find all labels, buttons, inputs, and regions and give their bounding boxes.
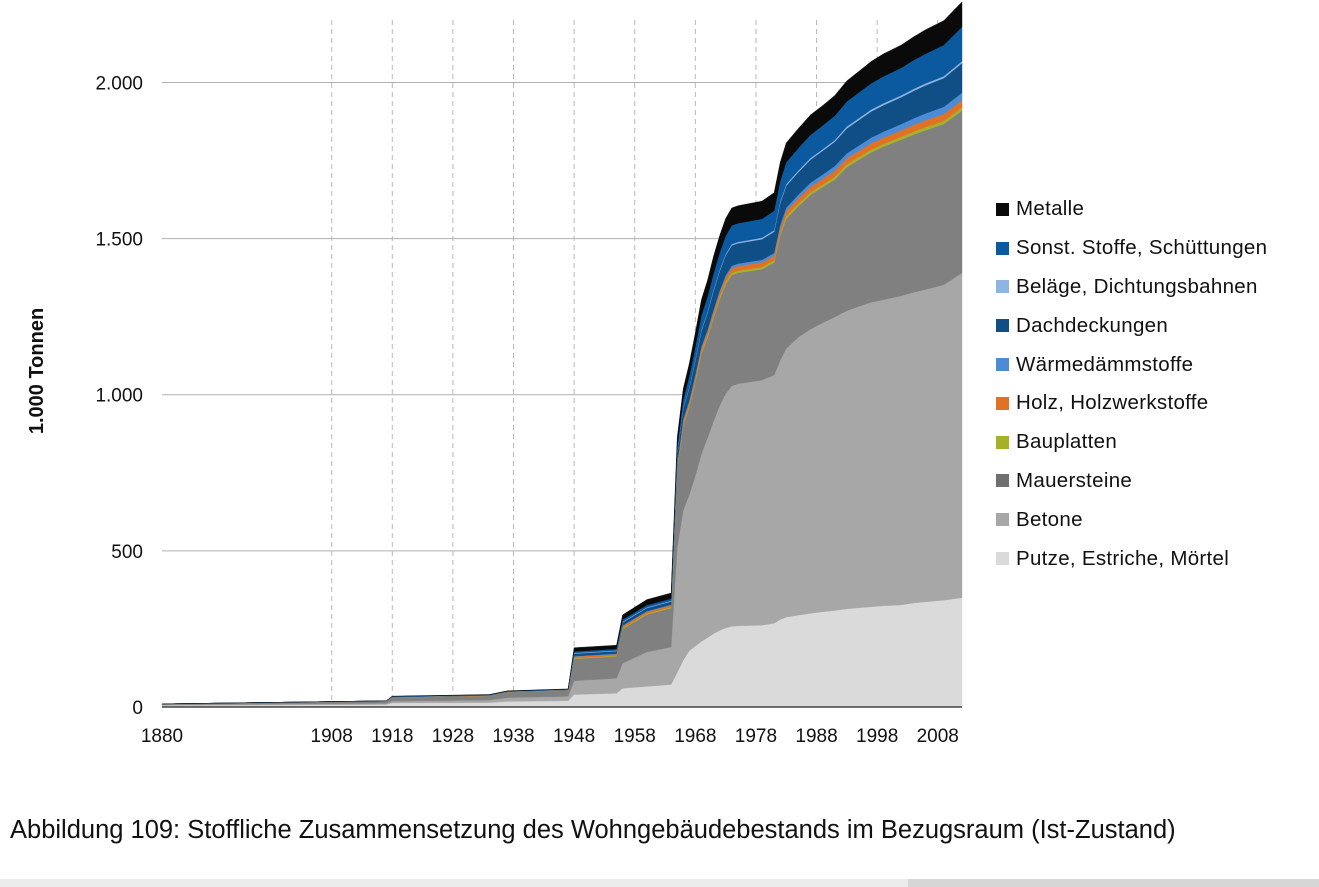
x-tick-label: 1880: [141, 726, 183, 747]
legend-item: Metalle: [996, 190, 1267, 229]
legend-label: Betone: [1016, 507, 1083, 531]
x-tick-label: 1918: [371, 726, 413, 747]
legend-swatch: [996, 241, 1009, 255]
x-tick-label: 1938: [492, 726, 534, 747]
legend: Metalle Sonst. Stoffe, Schüttungen Beläge,…: [996, 190, 1267, 578]
legend-label: Dachdeckungen: [1016, 313, 1169, 337]
y-tick-label: 2.000: [95, 73, 143, 94]
x-tick-label: 2008: [917, 726, 959, 747]
x-tick-labels: 1880 1908 1918 1928 1938 1948 1958 1968 1978 1988…: [141, 726, 959, 747]
legend-item: Dachdeckungen: [996, 306, 1267, 345]
legend-swatch: [996, 513, 1009, 527]
legend-label: Putze, Estriche, Mörtel: [1016, 546, 1230, 570]
y-tick-labels: 0 500 1.000 1.500 2.000: [95, 73, 143, 719]
figure-caption: Abbildung 109: Stoffliche Zusammensetzun…: [10, 816, 1176, 844]
y-tick-label: 1.500: [95, 230, 143, 251]
legend-label: Metalle: [1016, 197, 1085, 221]
x-tick-label: 1908: [311, 726, 353, 747]
legend-item: Bauplatten: [996, 423, 1267, 462]
x-tick-label: 1988: [795, 726, 837, 747]
series-area-metalle: [161, 1, 963, 705]
legend-swatch: [996, 396, 1009, 410]
x-tick-label: 1948: [553, 726, 595, 747]
legend-label: Sonst. Stoffe, Schüttungen: [1016, 236, 1268, 260]
legend-label: Holz, Holzwerkstoffe: [1016, 391, 1209, 415]
legend-label: Mauersteine: [1016, 468, 1133, 492]
legend-swatch: [996, 202, 1009, 216]
legend-item: Putze, Estriche, Mörtel: [996, 539, 1267, 578]
bottom-strip: [0, 879, 1319, 887]
legend-label: Bauplatten: [1016, 430, 1118, 454]
stacked-areas: [161, 1, 963, 708]
bottom-strip-right: [908, 879, 1319, 887]
x-tick-label: 1998: [856, 726, 898, 747]
y-tick-label: 0: [132, 698, 143, 719]
x-tick-label: 1978: [735, 726, 777, 747]
legend-item: Betone: [996, 500, 1267, 539]
x-tick-label: 1928: [432, 726, 474, 747]
legend-swatch: [996, 280, 1009, 294]
legend-swatch: [996, 474, 1009, 488]
legend-swatch: [996, 435, 1009, 449]
legend-item: Wärmedämmstoffe: [996, 345, 1267, 384]
legend-label: Beläge, Dichtungsbahnen: [1016, 274, 1258, 298]
legend-label: Wärmedämmstoffe: [1016, 352, 1194, 376]
legend-swatch: [996, 358, 1009, 372]
chart: 0 500 1.000 1.500 2.000 1880 1908 1918 1928 1938…: [26, 1, 963, 747]
x-tick-label: 1968: [674, 726, 716, 747]
x-tick-label: 1958: [614, 726, 656, 747]
legend-item: Mauersteine: [996, 462, 1267, 501]
legend-item: Beläge, Dichtungsbahnen: [996, 268, 1267, 307]
y-tick-label: 500: [111, 542, 143, 563]
y-tick-label: 1.000: [95, 386, 143, 407]
y-axis-label: 1.000 Tonnen: [26, 308, 48, 434]
legend-swatch: [996, 319, 1009, 333]
legend-item: Sonst. Stoffe, Schüttungen: [996, 229, 1267, 268]
legend-item: Holz, Holzwerkstoffe: [996, 384, 1267, 423]
legend-swatch: [996, 552, 1009, 566]
